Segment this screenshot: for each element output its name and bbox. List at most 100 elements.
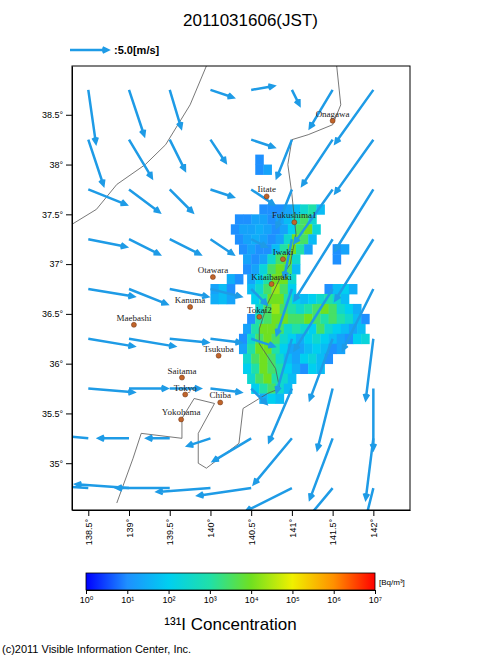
city-label: Kanuma: [175, 295, 206, 305]
plume-cell: [235, 234, 244, 244]
colorbar-tick-mark: [127, 590, 128, 594]
city-dot: [269, 282, 274, 287]
plume-cell: [251, 354, 260, 364]
x-tick-mark: [129, 510, 130, 516]
x-tick: 140°: [206, 510, 216, 538]
colorbar-unit: [Bq/m³]: [379, 578, 405, 587]
coastline: [117, 66, 341, 503]
colorbar-tick-label: 10¹: [121, 595, 134, 605]
city-label: Tsukuba: [203, 344, 233, 354]
city-label: Maebashi: [116, 313, 151, 323]
city-dot: [330, 118, 335, 123]
wind-arrow: [88, 389, 134, 395]
plume-cell: [304, 244, 313, 254]
wind-arrow: [210, 90, 233, 98]
plume-cell: [300, 364, 309, 374]
title: 2011031606(JST): [183, 11, 318, 30]
city-label: Kitaibaraki: [251, 272, 292, 282]
x-tick-mark: [292, 510, 293, 516]
x-tick: 142°: [369, 510, 379, 538]
plume-cell: [276, 294, 285, 304]
plume-cell: [300, 354, 309, 364]
plume-cell: [255, 155, 264, 165]
city-label: Onagawa: [316, 109, 350, 119]
wind-arrow: [88, 289, 134, 298]
plume-cell: [304, 304, 313, 314]
plume-cell: [353, 334, 362, 344]
plume-cell: [243, 264, 252, 274]
plume-cell: [276, 234, 285, 244]
x-tick-label: 140°: [206, 519, 216, 538]
wind-arrow: [343, 289, 373, 350]
y-tick-mark: [66, 463, 72, 464]
wind-arrow: [129, 90, 145, 136]
plume-cell: [243, 214, 252, 224]
city-dot: [280, 257, 285, 262]
plume-cell: [320, 334, 329, 344]
plume-cell: [210, 294, 219, 304]
wind-arrow: [99, 436, 129, 441]
wind-arrow: [251, 389, 266, 404]
colorbar-tick-mark: [334, 590, 335, 594]
plume-cell: [247, 224, 256, 234]
plume-cell: [308, 234, 317, 244]
plume-cell: [239, 224, 248, 234]
plume-cell: [296, 314, 305, 324]
plume-cell: [361, 334, 370, 344]
wind-arrow: [88, 140, 104, 186]
plume-cell: [231, 224, 240, 234]
wind-arrow: [129, 339, 175, 348]
coastline: [72, 66, 206, 224]
city-label: Iwaki: [273, 247, 294, 257]
colorbar: [86, 573, 375, 590]
colorbar-tick-label: 10⁰: [80, 595, 94, 605]
colorbar-tick-label: 10⁷: [369, 595, 382, 605]
plume-cell: [243, 254, 252, 264]
plume-cell: [308, 354, 317, 364]
wind-arrow: [295, 289, 333, 350]
wind-arrow: [188, 438, 211, 446]
plume-cell: [251, 214, 260, 224]
wind-arrow: [147, 436, 170, 441]
plume-cell: [284, 324, 293, 334]
wind-arrow: [72, 432, 88, 438]
x-tick-mark: [333, 510, 334, 516]
plume-cell: [251, 364, 260, 374]
colorbar-axis: 10⁰10¹10²10³10⁴10⁵10⁶10⁷: [80, 590, 382, 605]
plume-cell: [300, 234, 309, 244]
colorbar-tick-mark: [251, 590, 252, 594]
y-tick-label: 37.5°: [42, 210, 64, 220]
plume: [210, 155, 369, 404]
plume-cell: [251, 324, 260, 334]
plume-cell: [239, 244, 248, 254]
wind-arrow: [254, 438, 292, 484]
x-tick: 141.5°: [328, 510, 338, 545]
plume-cell: [247, 344, 256, 354]
wind-arrow: [276, 189, 292, 227]
x-tick: 138.5°: [84, 510, 94, 545]
wind-arrow: [276, 140, 292, 178]
wind-arrow: [316, 389, 332, 450]
y-tick-label: 38°: [49, 160, 63, 170]
plume-cell: [263, 314, 272, 324]
y-axis-line: [72, 67, 73, 511]
x-tick-label: 140.5°: [247, 519, 257, 546]
city-label: Otawara: [198, 265, 228, 275]
city-label: Saitama: [167, 366, 196, 376]
plume-cell: [219, 294, 228, 304]
wind-arrow: [210, 289, 240, 298]
plume-cell: [263, 224, 272, 234]
plume-cell: [296, 304, 305, 314]
wind-arrow: [210, 239, 233, 254]
plume-cell: [292, 324, 301, 334]
wind-arrow: [357, 488, 373, 510]
plume-cell: [259, 384, 268, 394]
wind-arrow: [251, 84, 274, 89]
plume-cell: [292, 354, 301, 364]
y-tick-label: 38.5°: [42, 110, 64, 120]
plume-cell: [304, 344, 313, 354]
plume-cell: [341, 294, 350, 304]
plume-cell: [341, 244, 350, 254]
plume-cell: [235, 214, 244, 224]
city-dot: [179, 375, 184, 380]
